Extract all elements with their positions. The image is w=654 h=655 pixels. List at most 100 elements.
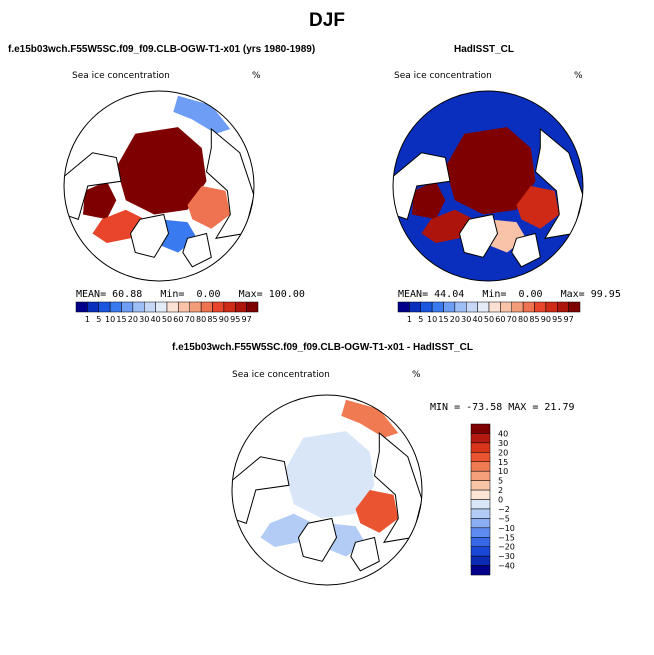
colorbar-box bbox=[246, 301, 259, 313]
colorbar-box bbox=[470, 508, 491, 519]
colorbar-box bbox=[409, 301, 421, 313]
colorbar-tick-label: 20 bbox=[450, 315, 460, 324]
colorbar-tick-label: 40 bbox=[473, 315, 483, 324]
colorbar-tick-label: −40 bbox=[498, 562, 515, 571]
scandinavia-land bbox=[182, 232, 212, 268]
region-barents-kara bbox=[187, 186, 231, 229]
colorbar-box bbox=[470, 452, 491, 463]
colorbar-box bbox=[144, 301, 156, 313]
greenland-land bbox=[458, 213, 499, 258]
panel-3-case-title: f.e15b03wch.F55W5SC.f09_f09.CLB-OGW-T1-x… bbox=[172, 342, 473, 353]
map-panel-2 bbox=[392, 90, 584, 282]
region-central-arctic bbox=[284, 431, 375, 519]
region-hudson-bay bbox=[83, 181, 117, 220]
map-content bbox=[393, 91, 583, 281]
colorbar-box bbox=[470, 433, 491, 444]
colorbar-box bbox=[470, 489, 491, 500]
colorbar-tick-label: 85 bbox=[529, 315, 539, 324]
colorbar-box bbox=[470, 565, 491, 576]
eurasia-land bbox=[534, 127, 583, 239]
region-bering-okhotsk bbox=[173, 95, 231, 134]
region-central-arctic bbox=[445, 127, 536, 215]
colorbar-box bbox=[470, 470, 491, 481]
colorbar-tick-label: 5 bbox=[498, 477, 503, 486]
colorbar-box bbox=[420, 301, 433, 313]
colorbar-tick-label: 90 bbox=[219, 315, 229, 324]
colorbar-tick-label: 80 bbox=[196, 315, 206, 324]
colorbar-tick-label: 95 bbox=[552, 315, 562, 324]
panel-2-min-label: Min= bbox=[482, 289, 507, 300]
eurasia-land bbox=[373, 431, 422, 543]
colorbar-box bbox=[109, 301, 122, 313]
colorbar-tick-label: 10 bbox=[427, 315, 437, 324]
panel-2-mean-value: 44.04 bbox=[434, 289, 465, 300]
panel-2-max-label: Max= bbox=[560, 289, 585, 300]
colorbar-tick-label: 5 bbox=[418, 315, 423, 324]
colorbar-box bbox=[470, 546, 491, 557]
map-panel-1 bbox=[63, 90, 255, 282]
greenland-land bbox=[129, 213, 170, 258]
colorbar-tick-label: 30 bbox=[498, 439, 508, 448]
colorbar-box bbox=[470, 480, 491, 491]
colorbar-box bbox=[397, 301, 410, 313]
map-border-circle bbox=[392, 90, 584, 282]
colorbar-box bbox=[557, 301, 569, 313]
colorbar-tick-label: 70 bbox=[507, 315, 517, 324]
map-border-circle bbox=[231, 394, 423, 586]
colorbar-box bbox=[545, 301, 558, 313]
panel-2-min-value: 0.00 bbox=[518, 289, 543, 300]
eurasia-land bbox=[205, 127, 254, 239]
colorbar-tick-label: −5 bbox=[498, 514, 510, 523]
colorbar-box bbox=[470, 537, 491, 547]
colorbar-box bbox=[431, 301, 444, 313]
colorbar-tick-label: 30 bbox=[139, 315, 149, 324]
colorbar-tick-label: 15 bbox=[438, 315, 448, 324]
colorbar-box bbox=[178, 301, 190, 313]
colorbar-panel-1: 1 5 10 15 20 30 40 50 60 70 80 85 90 95 97 bbox=[75, 301, 259, 324]
colorbar-box bbox=[470, 527, 491, 538]
colorbar-tick-label: 15 bbox=[116, 315, 126, 324]
colorbar-box bbox=[189, 301, 202, 313]
region-bering-okhotsk bbox=[502, 95, 560, 134]
greenland-land bbox=[297, 517, 338, 562]
colorbar-box bbox=[121, 301, 134, 313]
colorbar-box bbox=[522, 301, 535, 313]
panel-1-units-label: % bbox=[252, 71, 261, 81]
colorbar-box bbox=[477, 301, 490, 313]
colorbar-box bbox=[470, 442, 491, 453]
scandinavia-land bbox=[350, 536, 380, 572]
colorbar-box bbox=[534, 301, 547, 313]
colorbar-tick-label: 2 bbox=[498, 486, 503, 495]
map-content bbox=[232, 395, 422, 585]
colorbar-tick-label: 15 bbox=[498, 458, 508, 467]
colorbar-box bbox=[470, 499, 491, 510]
colorbar-tick-label: 40 bbox=[151, 315, 161, 324]
colorbar-box bbox=[98, 301, 111, 313]
colorbar-tick-label: 40 bbox=[498, 429, 508, 438]
colorbar-box bbox=[470, 423, 491, 434]
colorbar-tick-label: 85 bbox=[207, 315, 217, 324]
panel-2-mean-label: MEAN= bbox=[398, 289, 429, 300]
colorbar-box bbox=[470, 518, 491, 529]
panel-1-max-value: 100.00 bbox=[268, 289, 305, 300]
colorbar-tick-label: 97 bbox=[564, 315, 574, 324]
region-barents-kara bbox=[355, 490, 399, 533]
map-content bbox=[64, 91, 254, 281]
panel-1-max-label: Max= bbox=[238, 289, 263, 300]
map-border-circle bbox=[63, 90, 255, 282]
panel-1-variable-label: Sea ice concentration bbox=[72, 71, 170, 81]
colorbar-tick-label: 60 bbox=[495, 315, 505, 324]
map-panel-3 bbox=[231, 394, 423, 586]
panel-1-stats: MEAN= 60.88 Min= 0.00 Max= 100.00 bbox=[76, 289, 305, 300]
panel-2-max-value: 99.95 bbox=[590, 289, 621, 300]
colorbar-box bbox=[470, 461, 491, 472]
panel-2-units-label: % bbox=[574, 71, 583, 81]
colorbar-tick-label: 80 bbox=[518, 315, 528, 324]
colorbar-box bbox=[166, 301, 179, 313]
colorbar-tick-label: 10 bbox=[498, 467, 508, 476]
colorbar-box bbox=[87, 301, 99, 313]
colorbar-tick-label: 1 bbox=[407, 315, 412, 324]
colorbar-box bbox=[470, 555, 491, 566]
